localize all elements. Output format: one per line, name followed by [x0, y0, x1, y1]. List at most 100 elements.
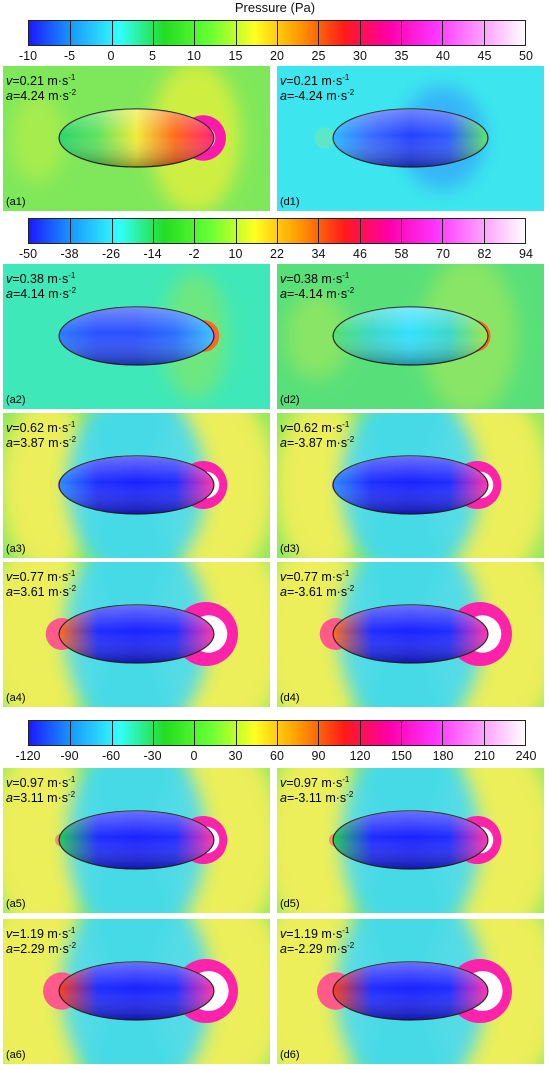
- pressure-field: [277, 768, 544, 913]
- velocity-label: v=0.97 m·s-1: [280, 775, 350, 791]
- panel-d5: v=0.97 m·s-1 a=-3.11 m·s-2 (d5): [277, 768, 544, 913]
- colorbar-tick-label: 90: [311, 749, 326, 763]
- acceleration-label: a=4.24 m·s-2: [6, 88, 77, 104]
- colorbar-tick-label: 240: [515, 749, 537, 763]
- panel-a2: v=0.38 m·s-1 a=4.14 m·s-2 (a2): [3, 264, 270, 409]
- colorbar-tick-label: 45: [477, 49, 492, 63]
- colorbar-title: Pressure (Pa): [234, 0, 316, 15]
- colorbar-tick-label: 210: [474, 749, 495, 763]
- colorbar-1: [28, 20, 526, 46]
- colorbar-tick: [401, 219, 402, 243]
- acceleration-label: a=-3.11 m·s-2: [280, 790, 354, 806]
- colorbar-tick-label: 46: [353, 247, 367, 261]
- wake-spot: [314, 127, 336, 149]
- colorbar-tick: [359, 21, 361, 45]
- colorbar-tick: [483, 721, 485, 745]
- colorbar-tick-label: -30: [143, 749, 162, 763]
- colorbar-tick: [359, 721, 361, 745]
- panel-tag: (d4): [280, 692, 300, 704]
- colorbar-tick-label: 50: [519, 49, 533, 63]
- pressure-field: [3, 66, 270, 211]
- ellipsoid-shading: [333, 456, 488, 514]
- colorbar-tick: [359, 219, 361, 243]
- acceleration-label: a=3.11 m·s-2: [6, 790, 76, 806]
- colorbar-tick: [277, 219, 278, 243]
- acceleration-label: a=-2.29 m·s-2: [280, 941, 355, 957]
- velocity-label: v=0.62 m·s-1: [6, 420, 76, 436]
- colorbar-tick-label: 30: [228, 749, 243, 763]
- colorbar-tick-label: -90: [60, 749, 79, 763]
- colorbar-tick-label: -38: [60, 247, 79, 261]
- pressure-field: [277, 264, 544, 409]
- colorbar-tick-label: -10: [18, 49, 38, 63]
- colorbar-tick-label: -2: [188, 247, 200, 261]
- panel-a4: v=0.77 m·s-1 a=3.61 m·s-2 (a4): [3, 562, 270, 707]
- colorbar-tick: [401, 721, 402, 745]
- pressure-field: [3, 562, 270, 707]
- ellipsoid-shading: [59, 962, 214, 1020]
- colorbar-tick: [318, 219, 320, 243]
- colorbar-tick: [111, 21, 113, 45]
- panel-tag: (a6): [6, 1049, 26, 1061]
- colorbar-tick-label: 60: [270, 749, 284, 763]
- ellipsoid-shading: [59, 109, 214, 167]
- panel-d4: v=0.77 m·s-1 a=-3.61 m·s-2 (d4): [277, 562, 544, 707]
- colorbar-tick: [153, 21, 154, 45]
- panel-a6: v=1.19 m·s-1 a=2.29 m·s-2 (a6): [3, 919, 270, 1064]
- colorbar-tick: [70, 721, 72, 745]
- colorbar-tick-label: 58: [394, 247, 409, 261]
- velocity-label: v=0.77 m·s-1: [280, 569, 350, 585]
- ellipsoid-shading: [59, 456, 214, 514]
- colorbar-tick: [194, 721, 196, 745]
- panel-tag: (a1): [6, 196, 26, 208]
- ellipsoid-shading: [59, 811, 214, 869]
- colorbar-tick: [442, 721, 444, 745]
- colorbar-tick: [235, 21, 237, 45]
- panel-tag: (d6): [280, 1049, 300, 1061]
- pressure-field: [3, 413, 270, 558]
- velocity-label: v=0.38 m·s-1: [280, 271, 350, 287]
- velocity-label: v=0.21 m·s-1: [6, 73, 76, 89]
- acceleration-label: a=-3.61 m·s-2: [280, 584, 355, 600]
- colorbar-tick: [483, 219, 485, 243]
- pressure-lobe: [285, 292, 350, 380]
- colorbar-tick: [70, 219, 72, 243]
- velocity-label: v=0.62 m·s-1: [280, 420, 350, 436]
- velocity-label: v=0.21 m·s-1: [280, 73, 350, 89]
- acceleration-label: a=-3.87 m·s-2: [280, 435, 355, 451]
- colorbar-tick: [70, 21, 72, 45]
- panel-d3: v=0.62 m·s-1 a=-3.87 m·s-2 (d3): [277, 413, 544, 558]
- colorbar-tick: [153, 219, 154, 243]
- colorbar-1-labels: -10 -5 0 5 10 15 20 25 30 35 40 45 50: [0, 49, 550, 65]
- colorbar-tick: [111, 721, 113, 745]
- colorbar-tick: [235, 219, 237, 243]
- acceleration-label: a=3.61 m·s-2: [6, 584, 77, 600]
- ellipsoid-shading: [59, 307, 214, 365]
- acceleration-label: a=-4.24 m·s-2: [280, 88, 355, 104]
- panel-tag: (a3): [6, 543, 26, 555]
- pressure-field: [3, 264, 270, 409]
- colorbar-tick-label: 35: [394, 49, 409, 63]
- colorbar-2-labels: -50 -38 -26 -14 -2 10 22 34 46 58 70 82 94: [0, 247, 550, 263]
- colorbar-tick-label: 10: [187, 49, 201, 63]
- ellipsoid-shading: [333, 811, 488, 869]
- colorbar-tick-label: -60: [101, 749, 121, 763]
- colorbar-tick-label: 94: [519, 247, 533, 261]
- colorbar-tick: [194, 219, 196, 243]
- colorbar-tick-label: 10: [228, 247, 243, 261]
- panel-tag: (d5): [280, 898, 300, 910]
- velocity-label: v=1.19 m·s-1: [280, 926, 350, 942]
- acceleration-label: a=4.14 m·s-2: [6, 286, 77, 302]
- colorbar-tick-label: 22: [270, 247, 284, 261]
- colorbar-tick: [442, 219, 444, 243]
- colorbar-tick-label: 82: [477, 247, 492, 261]
- colorbar-tick: [277, 721, 278, 745]
- pressure-field: [277, 413, 544, 558]
- colorbar-tick-label: -26: [101, 247, 121, 261]
- panel-tag: (a2): [6, 394, 26, 406]
- ellipsoid-shading: [333, 307, 488, 365]
- colorbar-tick-label: 0: [107, 49, 115, 63]
- ellipsoid-shading: [333, 109, 488, 167]
- pressure-field: [3, 919, 270, 1064]
- velocity-label: v=0.38 m·s-1: [6, 271, 76, 287]
